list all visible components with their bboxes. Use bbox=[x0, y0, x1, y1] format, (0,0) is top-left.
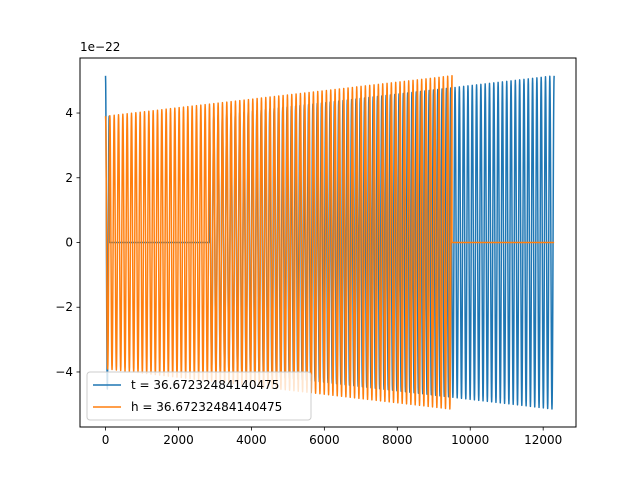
y-offset-label: 1e−22 bbox=[80, 40, 120, 54]
y-tick-label: 4 bbox=[65, 106, 73, 120]
y-tick-label: 2 bbox=[65, 171, 73, 185]
x-tick-label: 6000 bbox=[309, 433, 340, 447]
series-layer bbox=[104, 75, 555, 410]
legend-label-t: t = 36.67232484140475 bbox=[131, 378, 279, 392]
x-tick-label: 0 bbox=[102, 433, 110, 447]
x-tick-label: 2000 bbox=[163, 433, 194, 447]
legend-box bbox=[86, 371, 312, 421]
x-tick-label: 4000 bbox=[236, 433, 267, 447]
y-tick-label: 0 bbox=[65, 236, 73, 250]
legend: t = 36.67232484140475 h = 36.67232484140… bbox=[86, 371, 312, 421]
legend-label-h: h = 36.67232484140475 bbox=[131, 400, 282, 414]
y-axis: −4 −2 0 2 4 bbox=[55, 106, 80, 379]
x-axis: 0 2000 4000 6000 8000 10000 12000 bbox=[102, 427, 562, 447]
y-tick-label: −2 bbox=[55, 300, 73, 314]
y-tick-label: −4 bbox=[55, 365, 73, 379]
x-tick-label: 8000 bbox=[382, 433, 413, 447]
x-tick-label: 12000 bbox=[524, 433, 562, 447]
x-tick-label: 10000 bbox=[451, 433, 489, 447]
series-line-h bbox=[104, 75, 555, 410]
